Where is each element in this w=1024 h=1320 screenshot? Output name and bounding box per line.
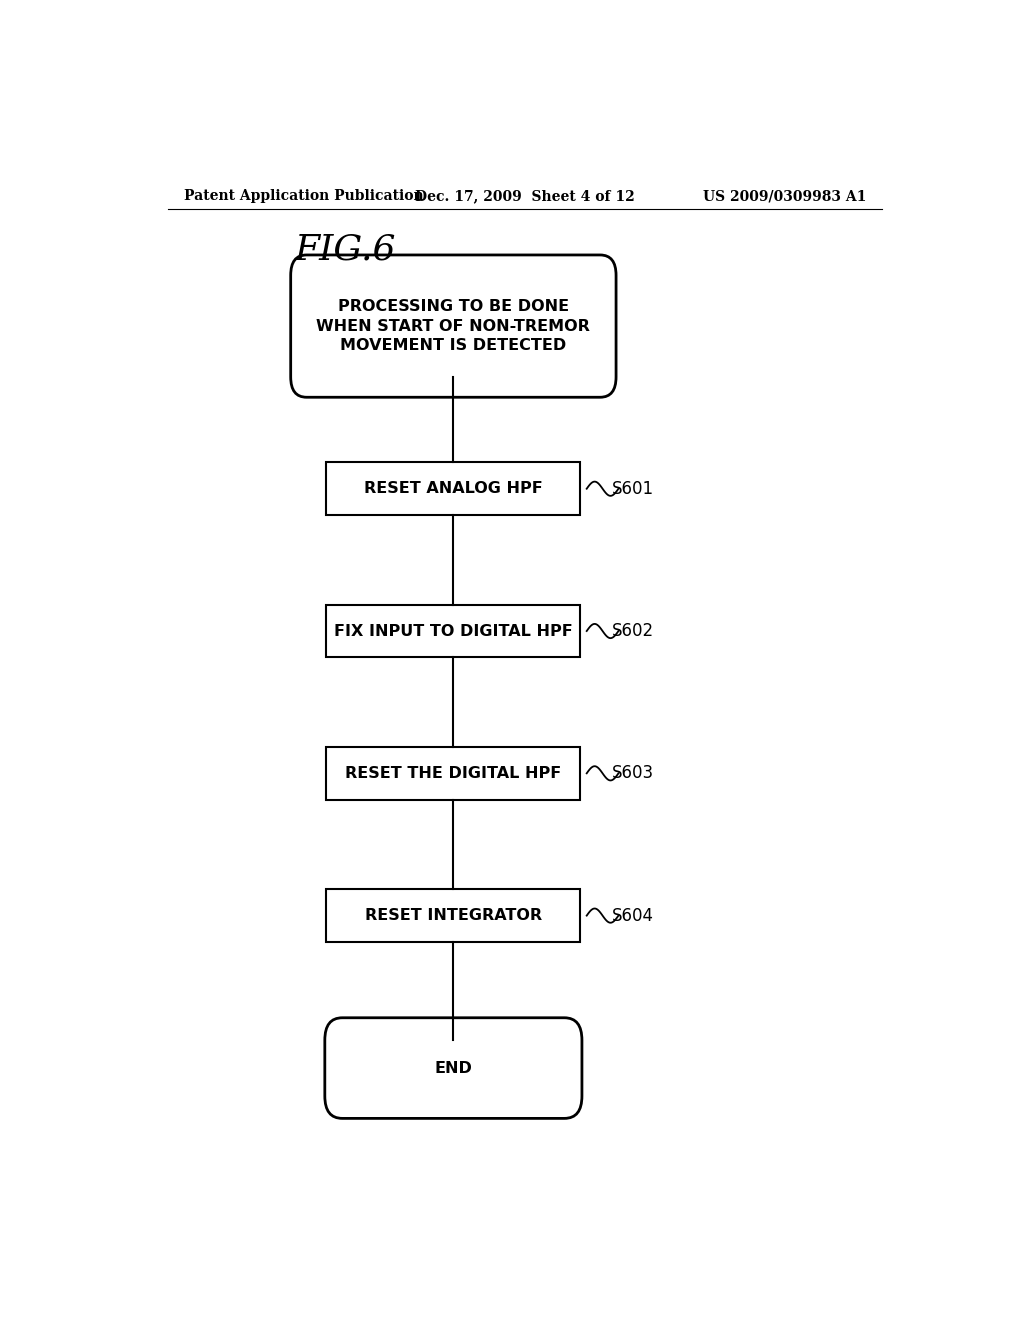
Text: FIX INPUT TO DIGITAL HPF: FIX INPUT TO DIGITAL HPF [334,623,572,639]
Text: Patent Application Publication: Patent Application Publication [183,189,423,203]
FancyBboxPatch shape [327,462,581,515]
Text: S604: S604 [612,907,654,924]
Text: Dec. 17, 2009  Sheet 4 of 12: Dec. 17, 2009 Sheet 4 of 12 [415,189,635,203]
Text: PROCESSING TO BE DONE
WHEN START OF NON-TREMOR
MOVEMENT IS DETECTED: PROCESSING TO BE DONE WHEN START OF NON-… [316,298,590,354]
Text: S601: S601 [612,479,654,498]
FancyBboxPatch shape [327,605,581,657]
FancyBboxPatch shape [325,1018,582,1118]
Text: US 2009/0309983 A1: US 2009/0309983 A1 [702,189,866,203]
Text: RESET THE DIGITAL HPF: RESET THE DIGITAL HPF [345,766,561,781]
FancyBboxPatch shape [327,747,581,800]
Text: RESET INTEGRATOR: RESET INTEGRATOR [365,908,542,923]
Text: S603: S603 [612,764,654,783]
Text: RESET ANALOG HPF: RESET ANALOG HPF [364,482,543,496]
Text: S602: S602 [612,622,654,640]
FancyBboxPatch shape [327,890,581,942]
Text: FIG.6: FIG.6 [295,232,396,267]
FancyBboxPatch shape [291,255,616,397]
Text: END: END [434,1060,472,1076]
